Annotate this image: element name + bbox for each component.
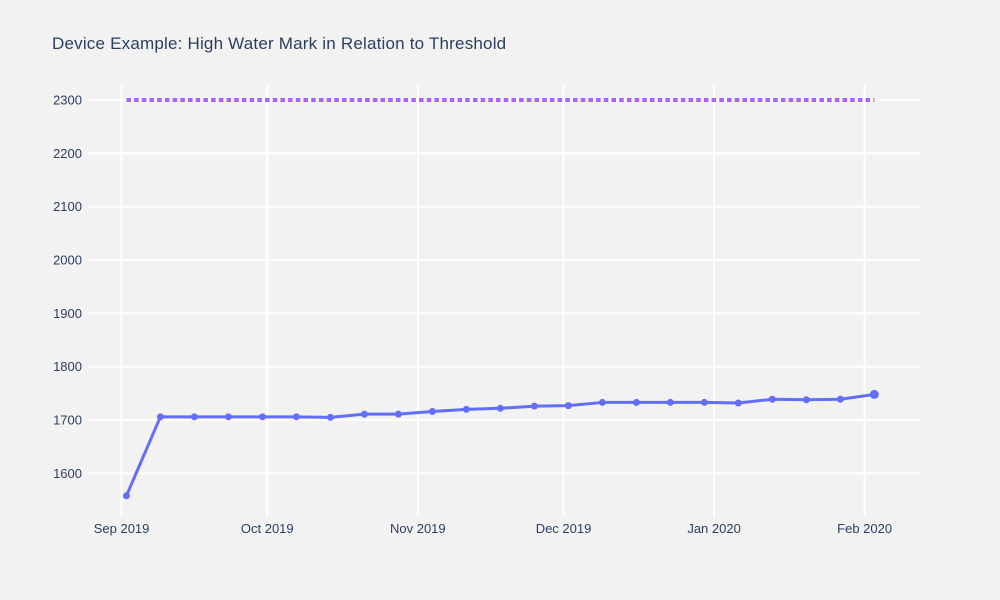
y-tick-label: 2100: [53, 199, 82, 214]
data-point-marker[interactable]: [598, 398, 606, 406]
data-point-marker[interactable]: [360, 410, 368, 418]
data-point-marker[interactable]: [666, 398, 674, 406]
data-point-marker[interactable]: [122, 492, 130, 500]
x-tick-label: Sep 2019: [94, 521, 150, 536]
data-point-marker[interactable]: [700, 398, 708, 406]
data-point-marker[interactable]: [632, 398, 640, 406]
y-tick-label: 2200: [53, 146, 82, 161]
y-tick-label: 1600: [53, 466, 82, 481]
x-tick-label: Nov 2019: [390, 521, 446, 536]
y-tick-label: 1800: [53, 359, 82, 374]
data-point-marker[interactable]: [802, 396, 810, 404]
data-point-marker[interactable]: [530, 402, 538, 410]
chart-title: Device Example: High Water Mark in Relat…: [52, 34, 507, 53]
x-tick-label: Oct 2019: [241, 521, 294, 536]
data-point-marker[interactable]: [734, 399, 742, 407]
data-point-marker[interactable]: [258, 413, 266, 421]
data-point-marker[interactable]: [292, 413, 300, 421]
data-point-marker[interactable]: [190, 413, 198, 421]
x-tick-label: Dec 2019: [536, 521, 592, 536]
y-tick-label: 1700: [53, 413, 82, 428]
y-tick-label: 2300: [53, 92, 82, 107]
data-point-marker[interactable]: [768, 395, 776, 403]
data-point-marker[interactable]: [224, 413, 232, 421]
data-point-marker[interactable]: [156, 413, 164, 421]
data-point-marker[interactable]: [326, 413, 334, 421]
data-point-marker[interactable]: [496, 404, 504, 412]
data-point-marker[interactable]: [564, 402, 572, 410]
data-point-marker[interactable]: [869, 389, 879, 399]
data-point-marker[interactable]: [462, 405, 470, 413]
x-tick-label: Jan 2020: [687, 521, 741, 536]
data-point-marker[interactable]: [394, 410, 402, 418]
data-point-marker[interactable]: [428, 408, 436, 416]
x-tick-label: Feb 2020: [837, 521, 892, 536]
data-point-marker[interactable]: [836, 395, 844, 403]
y-tick-label: 1900: [53, 306, 82, 321]
y-tick-label: 2000: [53, 253, 82, 268]
